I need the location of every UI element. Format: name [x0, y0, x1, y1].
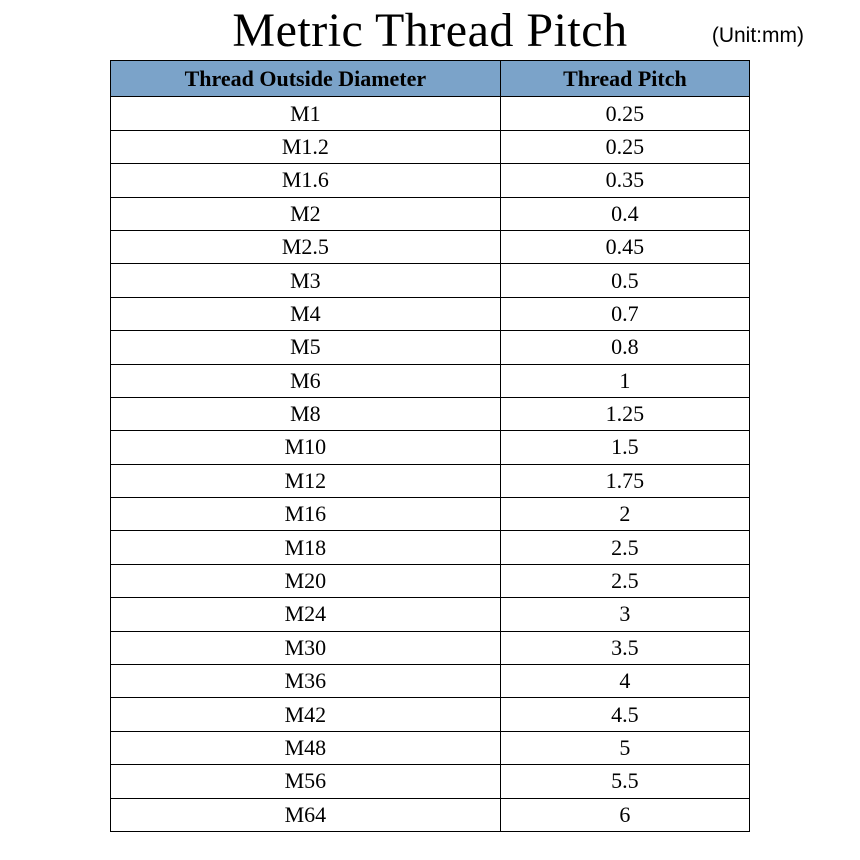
table-row: M50.8: [111, 331, 750, 364]
cell-pitch: 5.5: [500, 765, 749, 798]
cell-diameter: M8: [111, 397, 501, 430]
page: Metric Thread Pitch (Unit:mm) Thread Out…: [0, 0, 860, 860]
cell-diameter: M56: [111, 765, 501, 798]
table-row: M646: [111, 798, 750, 831]
cell-diameter: M10: [111, 431, 501, 464]
cell-pitch: 1.75: [500, 464, 749, 497]
cell-pitch: 2: [500, 498, 749, 531]
cell-pitch: 6: [500, 798, 749, 831]
cell-diameter: M2: [111, 197, 501, 230]
cell-pitch: 0.4: [500, 197, 749, 230]
cell-diameter: M20: [111, 564, 501, 597]
cell-pitch: 1: [500, 364, 749, 397]
cell-diameter: M5: [111, 331, 501, 364]
col-header-pitch: Thread Pitch: [500, 61, 749, 97]
table-row: M243: [111, 598, 750, 631]
cell-diameter: M12: [111, 464, 501, 497]
cell-diameter: M3: [111, 264, 501, 297]
col-header-diameter: Thread Outside Diameter: [111, 61, 501, 97]
cell-diameter: M48: [111, 731, 501, 764]
table-container: Thread Outside Diameter Thread Pitch M10…: [110, 60, 750, 832]
table-row: M10.25: [111, 97, 750, 130]
cell-pitch: 1.5: [500, 431, 749, 464]
cell-diameter: M4: [111, 297, 501, 330]
table-row: M101.5: [111, 431, 750, 464]
table-header-row: Thread Outside Diameter Thread Pitch: [111, 61, 750, 97]
cell-diameter: M16: [111, 498, 501, 531]
table-row: M303.5: [111, 631, 750, 664]
cell-pitch: 4: [500, 665, 749, 698]
table-row: M1.20.25: [111, 130, 750, 163]
cell-pitch: 2.5: [500, 531, 749, 564]
table-row: M424.5: [111, 698, 750, 731]
cell-pitch: 5: [500, 731, 749, 764]
table-body: M10.25 M1.20.25 M1.60.35 M20.4 M2.50.45 …: [111, 97, 750, 832]
cell-pitch: 0.5: [500, 264, 749, 297]
cell-diameter: M24: [111, 598, 501, 631]
cell-pitch: 0.7: [500, 297, 749, 330]
table-row: M61: [111, 364, 750, 397]
table-row: M182.5: [111, 531, 750, 564]
unit-label: (Unit:mm): [712, 24, 804, 48]
cell-pitch: 0.45: [500, 230, 749, 263]
cell-diameter: M30: [111, 631, 501, 664]
cell-diameter: M1: [111, 97, 501, 130]
table-row: M565.5: [111, 765, 750, 798]
table-row: M364: [111, 665, 750, 698]
thread-pitch-table: Thread Outside Diameter Thread Pitch M10…: [110, 60, 750, 832]
cell-pitch: 2.5: [500, 564, 749, 597]
page-title: Metric Thread Pitch: [232, 6, 627, 56]
cell-diameter: M2.5: [111, 230, 501, 263]
cell-pitch: 4.5: [500, 698, 749, 731]
title-row: Metric Thread Pitch (Unit:mm): [0, 6, 860, 56]
table-row: M202.5: [111, 564, 750, 597]
table-row: M20.4: [111, 197, 750, 230]
cell-diameter: M36: [111, 665, 501, 698]
cell-pitch: 0.25: [500, 130, 749, 163]
table-row: M121.75: [111, 464, 750, 497]
cell-diameter: M18: [111, 531, 501, 564]
table-row: M162: [111, 498, 750, 531]
cell-pitch: 0.35: [500, 164, 749, 197]
cell-diameter: M6: [111, 364, 501, 397]
table-row: M1.60.35: [111, 164, 750, 197]
table-row: M40.7: [111, 297, 750, 330]
table-row: M81.25: [111, 397, 750, 430]
table-row: M30.5: [111, 264, 750, 297]
cell-diameter: M1.6: [111, 164, 501, 197]
cell-diameter: M64: [111, 798, 501, 831]
table-row: M485: [111, 731, 750, 764]
table-row: M2.50.45: [111, 230, 750, 263]
cell-pitch: 3: [500, 598, 749, 631]
cell-pitch: 0.8: [500, 331, 749, 364]
cell-pitch: 3.5: [500, 631, 749, 664]
cell-pitch: 1.25: [500, 397, 749, 430]
cell-diameter: M1.2: [111, 130, 501, 163]
cell-diameter: M42: [111, 698, 501, 731]
cell-pitch: 0.25: [500, 97, 749, 130]
